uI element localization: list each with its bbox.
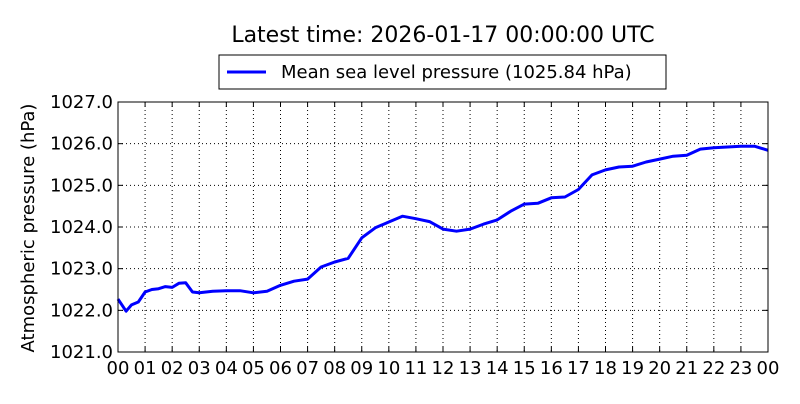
x-tick-label: 02 [161, 358, 184, 379]
legend-label: Mean sea level pressure (1025.84 hPa) [281, 62, 632, 83]
legend-box [218, 54, 667, 90]
x-tick-label: 17 [567, 358, 590, 379]
y-tick-label: 1022.0 [50, 300, 113, 321]
x-tick-label: 18 [594, 358, 617, 379]
x-tick-label: 11 [404, 358, 427, 379]
x-tick-label: 00 [757, 358, 780, 379]
x-tick-label: 20 [648, 358, 671, 379]
x-tick-label: 22 [702, 358, 725, 379]
grid [118, 102, 768, 352]
legend: Mean sea level pressure (1025.84 hPa) [218, 54, 667, 90]
x-tick-label: 14 [486, 358, 509, 379]
x-tick-label: 08 [323, 358, 346, 379]
series-line [116, 144, 769, 313]
x-tick-label: 00 [107, 358, 130, 379]
x-tick-label: 13 [459, 358, 482, 379]
x-tick-label: 03 [188, 358, 211, 379]
y-tick-label: 1025.0 [50, 175, 113, 196]
y-axis-label: Atmospheric pressure (hPa) [18, 104, 39, 353]
x-tick-label: 15 [513, 358, 536, 379]
chart-title: Latest time: 2026-01-17 00:00:00 UTC [231, 23, 654, 48]
x-tick-label: 01 [134, 358, 157, 379]
x-axis-ticks: 00 01 02 03 04 05 06 07 08 09 10 11 12 13 14 15 16 17 18 19… [107, 102, 780, 379]
x-tick-label: 04 [215, 358, 238, 379]
x-tick-label: 09 [350, 358, 373, 379]
series-layer [116, 144, 769, 313]
x-tick-label: 12 [432, 358, 455, 379]
y-tick-label: 1021.0 [50, 342, 113, 363]
y-axis-ticks: 1021.0 1022.0 1023.0 1024.0 1025.0 1026.0 1027… [50, 92, 768, 363]
x-tick-label: 10 [377, 358, 400, 379]
x-tick-label: 21 [675, 358, 698, 379]
x-tick-label: 23 [729, 358, 752, 379]
x-tick-label: 19 [621, 358, 644, 379]
y-tick-label: 1024.0 [50, 217, 113, 238]
x-tick-label: 05 [242, 358, 265, 379]
x-tick-label: 06 [269, 358, 292, 379]
y-tick-label: 1023.0 [50, 259, 113, 280]
y-tick-label: 1027.0 [50, 92, 113, 113]
y-tick-label: 1026.0 [50, 134, 113, 155]
x-tick-label: 07 [296, 358, 319, 379]
x-tick-label: 16 [540, 358, 563, 379]
